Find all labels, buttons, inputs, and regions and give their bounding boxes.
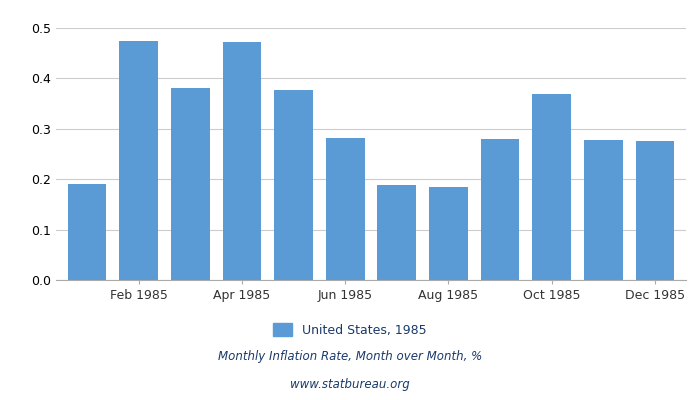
Bar bbox=[584, 140, 623, 280]
Text: Monthly Inflation Rate, Month over Month, %: Monthly Inflation Rate, Month over Month… bbox=[218, 350, 482, 363]
Bar bbox=[68, 184, 106, 280]
Bar bbox=[171, 88, 209, 280]
Bar bbox=[119, 41, 158, 280]
Bar bbox=[274, 90, 313, 280]
Bar bbox=[326, 138, 365, 280]
Bar bbox=[223, 42, 261, 280]
Bar bbox=[429, 187, 468, 280]
Legend: United States, 1985: United States, 1985 bbox=[268, 318, 432, 342]
Text: www.statbureau.org: www.statbureau.org bbox=[290, 378, 410, 391]
Bar bbox=[481, 139, 519, 280]
Bar bbox=[533, 94, 571, 280]
Bar bbox=[377, 185, 416, 280]
Bar bbox=[636, 141, 674, 280]
